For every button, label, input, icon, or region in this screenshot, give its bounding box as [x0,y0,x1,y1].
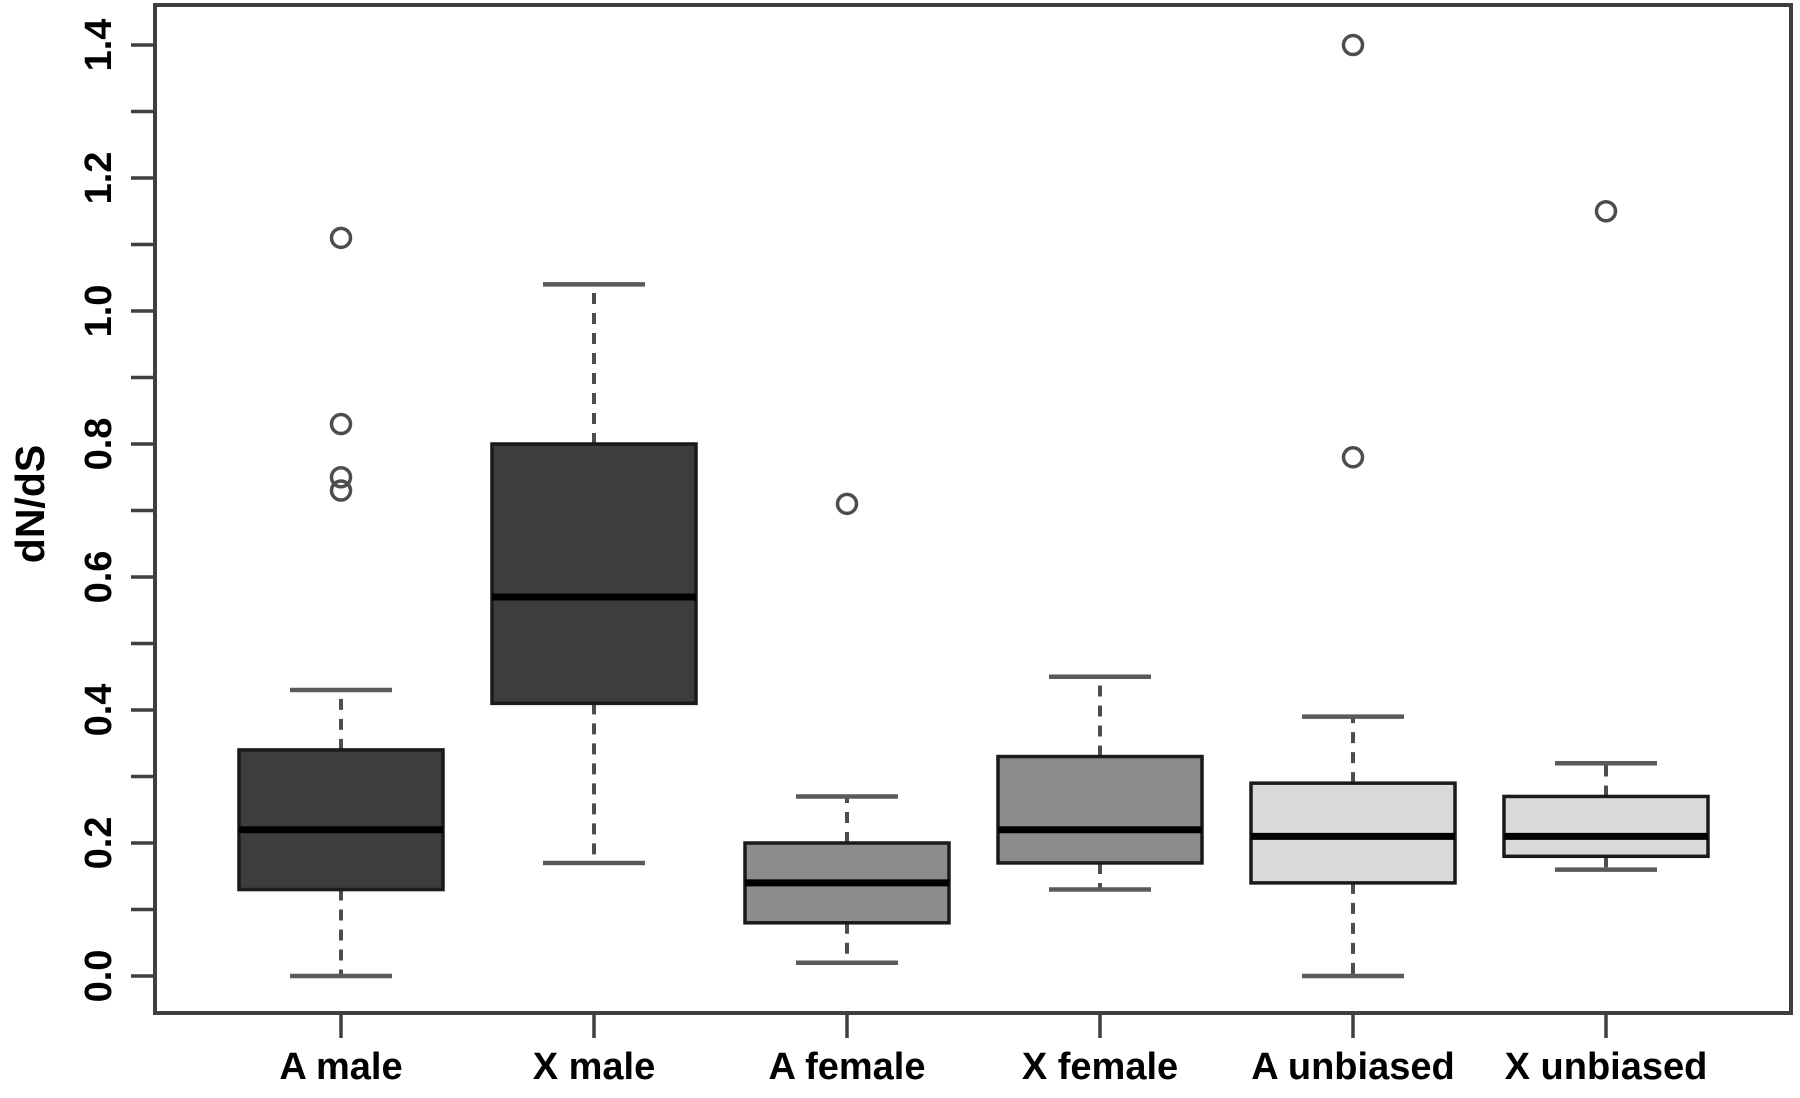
iqr-box [1502,794,1710,859]
x-axis-category-label: A unbiased [1251,1046,1454,1088]
y-axis-tick-label: 0.6 [78,551,120,604]
iqr-box [490,442,698,706]
y-axis: 0.0 0.2 0.4 0.6 0.8 1.0 1.2 1.4 dN/dS [7,19,155,1003]
x-axis-category-label: X male [533,1046,656,1088]
box-group-a-female [743,492,951,965]
outlier-point [835,492,859,516]
outlier-point [329,226,353,250]
boxplot-series [237,33,1710,979]
outlier-point [1341,33,1365,57]
outlier-point [329,412,353,436]
y-axis-tick-label: 1.0 [78,285,120,338]
box-group-a-unbiased [1249,33,1457,979]
x-axis-category-label: A male [279,1046,402,1088]
x-axis-category-label: X female [1022,1046,1178,1088]
y-axis-tick-label: 0.8 [78,418,120,471]
y-axis-tick-label: 0.4 [78,684,120,737]
box-group-x-female [996,674,1204,892]
outlier-point [329,479,353,502]
outlier-point [1594,200,1618,223]
outlier-point [329,466,353,489]
box-group-x-unbiased [1502,200,1710,872]
box-group-a-male [237,226,445,979]
y-axis-tick-label: 0.2 [78,817,120,870]
x-axis: A male X male A female X female A unbiased X … [279,1013,1707,1088]
y-axis-tick-label: 1.4 [78,19,120,72]
box-group-x-male [490,282,698,866]
x-axis-category-label: X unbiased [1505,1046,1708,1088]
y-axis-tick-label: 0.0 [78,950,120,1003]
outlier-point [1341,446,1365,469]
y-axis-title: dN/dS [7,445,53,563]
y-axis-tick-label: 1.2 [78,152,120,205]
iqr-box [996,754,1204,865]
iqr-box [237,748,445,892]
x-axis-category-label: A female [769,1046,926,1088]
